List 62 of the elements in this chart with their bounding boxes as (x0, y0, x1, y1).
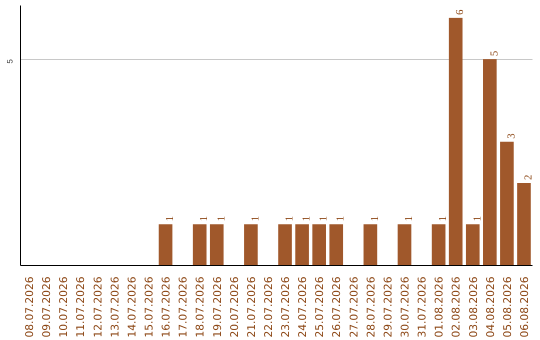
x-tick-label: 01.08.2026 (432, 276, 446, 338)
bar (244, 224, 258, 266)
data-label: 1 (284, 216, 296, 222)
x-tick-label: 29.07.2026 (381, 276, 394, 338)
x-tick-label: 11.07.2026 (74, 276, 88, 338)
bar (329, 224, 344, 266)
x-tick-label: 17.07.2026 (176, 276, 190, 338)
data-label: 1 (165, 216, 176, 222)
x-tick-label: 09.07.2026 (40, 276, 54, 338)
x-tick-label: 06.08.2026 (518, 276, 531, 338)
x-tick-label: 23.07.2026 (279, 276, 292, 338)
x-tick-label: 04.08.2026 (484, 276, 497, 338)
x-tick-label: 16.07.2026 (160, 276, 173, 338)
data-label: 1 (336, 216, 347, 222)
x-tick-label: 13.07.2026 (108, 276, 122, 338)
bar (364, 224, 378, 266)
x-tick-label: 24.07.2026 (296, 276, 310, 338)
x-tick-label: 31.07.2026 (416, 276, 429, 338)
x-tick-label: 14.07.2026 (125, 276, 138, 338)
x-tick-label: 25.07.2026 (313, 276, 326, 338)
x-tick-label: 30.07.2026 (398, 276, 412, 338)
data-label: 1 (199, 216, 210, 222)
x-tick-label: 19.07.2026 (210, 276, 224, 338)
data-label: 1 (370, 216, 381, 222)
bar (517, 182, 531, 266)
bar (295, 224, 309, 266)
bar (432, 224, 446, 266)
bar (312, 224, 326, 266)
data-label: 2 (523, 174, 534, 180)
data-label: 6 (455, 8, 466, 15)
bar (483, 59, 497, 266)
x-tick-label: 28.07.2026 (364, 276, 378, 338)
bar (398, 224, 412, 266)
x-tick-label: 22.07.2026 (262, 276, 275, 338)
x-tick-label: 26.07.2026 (330, 276, 344, 338)
data-label: 1 (216, 216, 228, 222)
x-tick-label: 20.07.2026 (228, 276, 241, 338)
data-label: 1 (472, 216, 484, 222)
data-label: 1 (250, 216, 262, 222)
bar (192, 224, 207, 266)
x-tick-label: 21.07.2026 (244, 276, 258, 338)
bar (158, 224, 172, 266)
bar (210, 224, 224, 266)
data-label: 3 (506, 133, 518, 139)
x-tick-label: 05.08.2026 (500, 276, 514, 338)
data-label: 1 (318, 216, 330, 222)
x-tick-label: 12.07.2026 (91, 276, 104, 338)
x-tick-label: 10.07.2026 (57, 276, 70, 338)
data-label: 5 (489, 50, 500, 56)
bar (448, 18, 463, 266)
x-tick-label: 02.08.2026 (450, 276, 463, 338)
bar (500, 142, 514, 266)
x-tick-label: 18.07.2026 (194, 276, 207, 338)
x-tick-label: 27.07.2026 (347, 276, 360, 338)
x-tick-label: 08.07.2026 (23, 276, 36, 338)
data-label: 1 (302, 216, 313, 222)
bar (466, 224, 480, 266)
data-label: 1 (438, 216, 450, 222)
x-tick-label: 03.08.2026 (466, 276, 480, 338)
x-tick-label: 15.07.2026 (142, 276, 156, 338)
bar (278, 224, 292, 266)
data-label: 1 (404, 216, 415, 222)
